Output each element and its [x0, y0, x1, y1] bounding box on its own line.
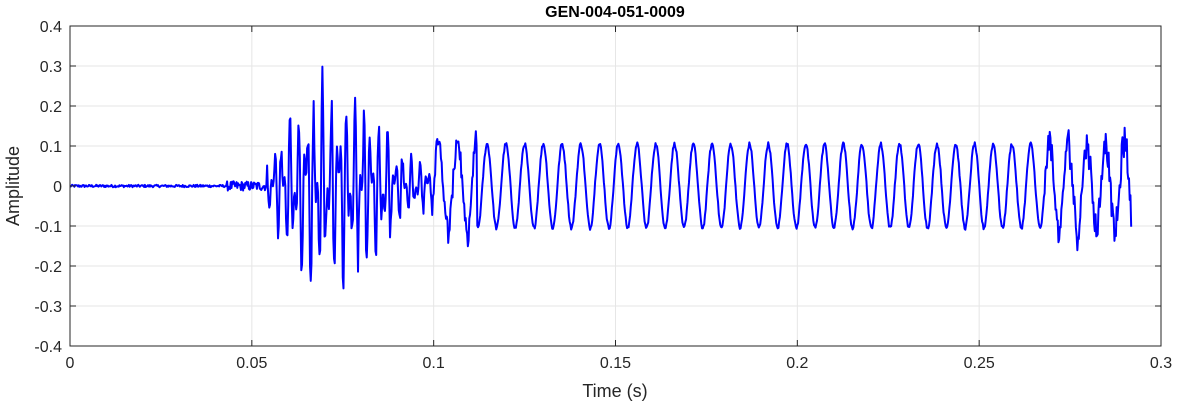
y-tick-label: 0	[53, 179, 62, 196]
y-tick-label: 0.2	[40, 99, 62, 116]
x-axis-label: Time (s)	[582, 381, 647, 401]
x-tick-label: 0.05	[236, 355, 267, 372]
x-tick-label: 0.15	[600, 355, 631, 372]
x-tick-label: 0.25	[964, 355, 995, 372]
chart-title: GEN-004-051-0009	[545, 4, 685, 21]
y-tick-label: -0.2	[34, 259, 62, 276]
y-axis-ticks: -0.4 -0.3 -0.2 -0.1 0 0.1 0.2 0.3 0.4	[34, 19, 1161, 356]
y-tick-label: -0.3	[34, 299, 62, 316]
x-tick-label: 0.2	[786, 355, 808, 372]
y-tick-label: 0.1	[40, 139, 62, 156]
y-tick-label: 0.4	[40, 19, 62, 36]
y-tick-label: -0.1	[34, 219, 62, 236]
signal-waveform	[70, 65, 1133, 290]
x-tick-label: 0.1	[423, 355, 445, 372]
y-tick-label: 0.3	[40, 59, 62, 76]
y-axis-label: Amplitude	[3, 146, 23, 226]
x-tick-label: 0	[66, 355, 75, 372]
y-tick-label: -0.4	[34, 339, 62, 356]
x-axis-ticks: 0 0.05 0.1 0.15 0.2 0.25 0.3	[66, 26, 1172, 372]
x-tick-label: 0.3	[1150, 355, 1172, 372]
